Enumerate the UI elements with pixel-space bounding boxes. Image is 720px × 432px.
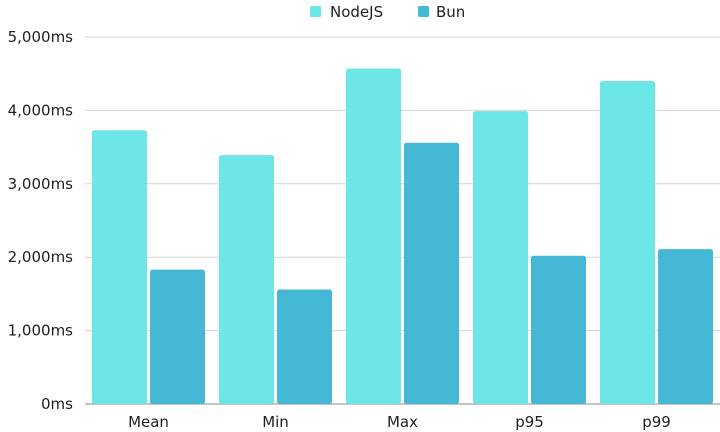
y-tick-label: 5,000ms	[8, 28, 74, 46]
y-tick-label: 1,000ms	[8, 322, 74, 340]
legend: NodeJS Bun	[310, 3, 465, 21]
bar-nodejs-min	[219, 155, 274, 404]
legend-swatch-nodejs	[310, 6, 321, 17]
bar-nodejs-mean	[92, 130, 147, 404]
x-tick-label: Mean	[128, 413, 169, 431]
x-tick-label: Min	[262, 413, 289, 431]
bar-bun-p95	[531, 255, 586, 404]
legend-label-bun: Bun	[436, 3, 465, 21]
bar-nodejs-p99	[600, 81, 655, 404]
bars	[92, 68, 713, 405]
x-tick-label: p95	[515, 413, 544, 431]
y-tick-label: 2,000ms	[8, 248, 74, 266]
y-tick-label: 0ms	[41, 395, 73, 413]
bar-nodejs-p95	[473, 111, 528, 404]
x-tick-label: Max	[387, 413, 418, 431]
bar-bun-max	[404, 142, 459, 405]
x-tick-label: p99	[642, 413, 671, 431]
legend-swatch-bun	[418, 6, 429, 17]
bar-bun-min	[277, 289, 332, 404]
legend-label-nodejs: NodeJS	[330, 3, 383, 21]
bar-nodejs-max	[346, 68, 401, 404]
bar-bun-mean	[150, 269, 205, 404]
x-axis: Mean Min Max p95 p99	[128, 413, 671, 431]
y-tick-label: 4,000ms	[8, 101, 74, 119]
y-tick-label: 3,000ms	[8, 175, 74, 193]
y-axis: 0ms 1,000ms 2,000ms 3,000ms 4,000ms 5,000ms	[8, 28, 74, 413]
bar-bun-p99	[658, 249, 713, 404]
